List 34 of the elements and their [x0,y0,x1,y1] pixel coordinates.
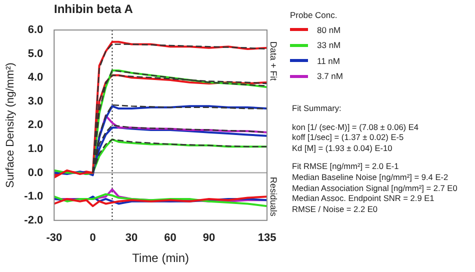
y-tick-label: 3.0 [28,95,44,108]
legend-label: 80 nM [317,24,341,35]
x-tick-label: -30 [46,232,62,244]
text: koff [1/sec] = (1.37 ± 0.02) E-5 [292,132,405,143]
x-axis-title: Time (min) [132,251,190,266]
text: Data + Fit [268,41,279,82]
y-tick-label: 1.0 [28,143,44,156]
text: Kd [M] = (1.93 ± 0.04) E-10 [292,142,394,154]
text: Residuals [268,176,279,217]
y-axis-title: Surface Density (ng/mm²) [4,62,17,188]
text: Fit Summary: [292,103,342,114]
legend-title: Probe Conc. [290,10,338,20]
y-tick-label: -1.0 [24,190,44,203]
x-tick-label: 0 [90,232,96,244]
chart-title: Inhibin beta A [54,2,133,16]
legend-label: 33 nM [317,40,341,50]
x-tick-label: 30 [125,232,138,244]
y-tick-label: 5.0 [28,48,44,60]
x-tick-label: 135 [258,232,276,244]
x-tick-label: 60 [164,232,176,244]
text: Median Association Signal [ng/mm²] = 2.7 E0 [292,182,458,194]
text: kon [1/ (sec·M)] = (7.08 ± 0.06) E4 [292,122,420,132]
y-tick-label: -2.0 [24,214,44,226]
text: RMSE / Noise = 2.2 E0 [292,204,379,214]
text: Fit RMSE [ng/mm²] = 2.0 E-1 [292,161,400,172]
text: Median Baseline Noise [ng/mm²] = 9.4 E-2 [292,172,450,183]
text: Median Assoc. Endpoint SNR = 2.9 E1 [292,193,436,204]
legend-label: 11 nM [317,56,340,66]
y-tick-label: 4.0 [28,72,44,84]
y-tick-label: 6.0 [28,24,44,36]
y-tick-label: 0.0 [28,166,44,179]
legend-label: 3.7 nM [317,71,343,82]
y-tick-label: 2.0 [28,119,44,132]
x-tick-label: 90 [202,232,216,244]
